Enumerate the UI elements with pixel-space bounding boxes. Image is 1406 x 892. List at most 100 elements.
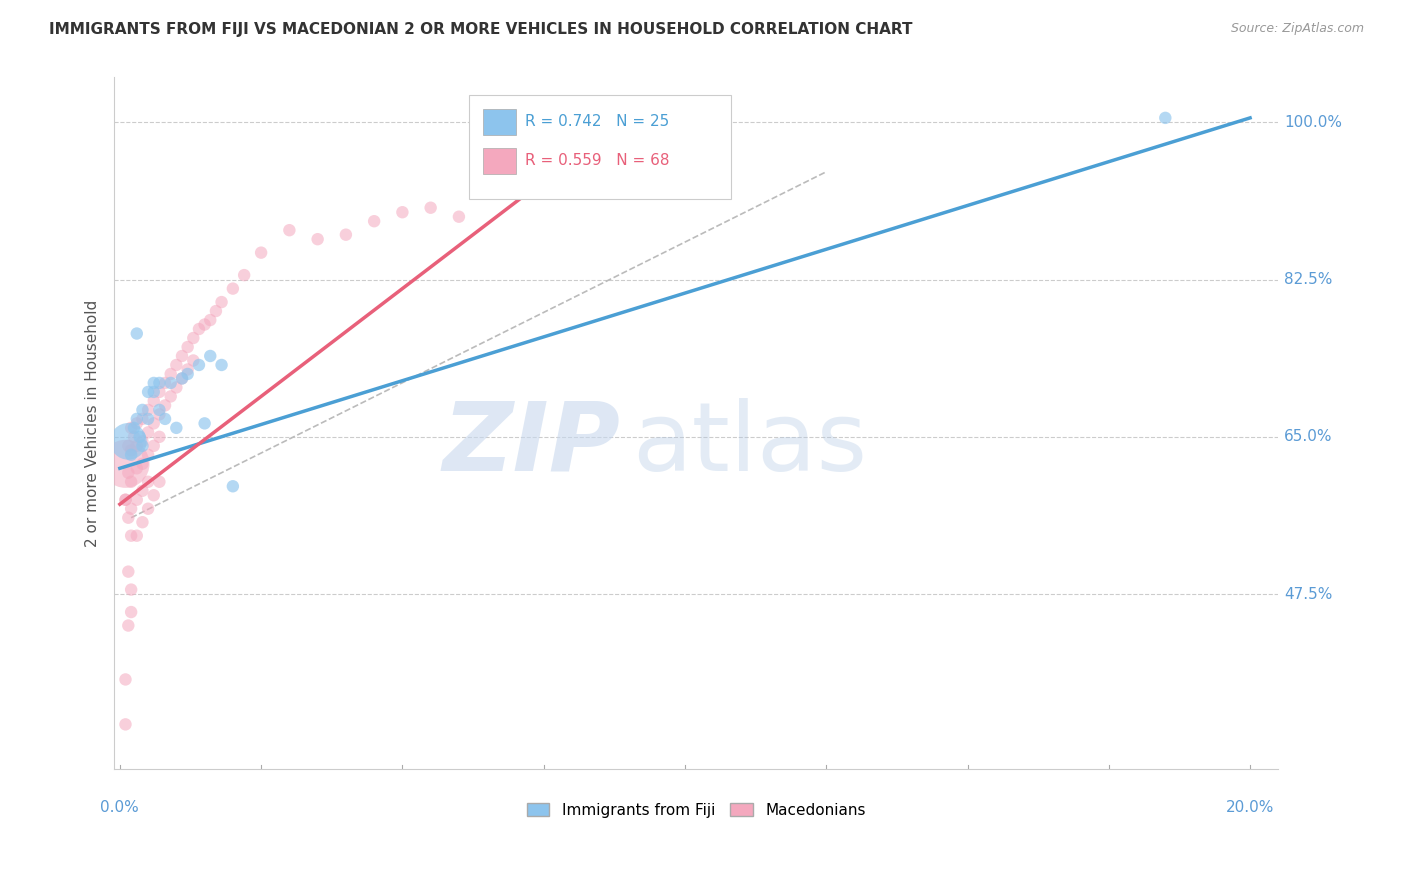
Point	[233, 268, 256, 282]
FancyBboxPatch shape	[470, 95, 731, 199]
Point	[148, 475, 170, 489]
Point	[120, 605, 142, 619]
Bar	[484, 148, 516, 174]
Point	[117, 618, 139, 632]
Legend: Immigrants from Fiji, Macedonians: Immigrants from Fiji, Macedonians	[520, 797, 872, 824]
Point	[131, 483, 153, 498]
Text: 20.0%: 20.0%	[1226, 800, 1274, 815]
Point	[170, 371, 193, 385]
Text: ZIP: ZIP	[443, 398, 620, 491]
Point	[117, 510, 139, 524]
Point	[170, 371, 193, 385]
Point	[120, 582, 142, 597]
Point	[120, 501, 142, 516]
Point	[117, 434, 139, 449]
Point	[120, 529, 142, 543]
Point	[176, 362, 198, 376]
Point	[307, 232, 329, 246]
Point	[142, 417, 165, 431]
Point	[142, 393, 165, 408]
Point	[142, 376, 165, 390]
Point	[114, 492, 136, 507]
Point	[278, 223, 301, 237]
Point	[131, 515, 153, 529]
Point	[117, 466, 139, 480]
Point	[120, 443, 142, 458]
Point	[136, 412, 159, 426]
Point	[125, 461, 148, 475]
Point	[125, 529, 148, 543]
Point	[148, 376, 170, 390]
Point	[117, 439, 139, 453]
Point	[205, 304, 228, 318]
Point	[335, 227, 357, 242]
Point	[194, 318, 217, 332]
Point	[211, 295, 233, 310]
Point	[131, 439, 153, 453]
Point	[165, 358, 187, 372]
Point	[114, 492, 136, 507]
Point	[122, 430, 145, 444]
Point	[391, 205, 413, 219]
Point	[188, 358, 211, 372]
Point	[222, 282, 245, 296]
Point	[142, 384, 165, 399]
Point	[194, 417, 217, 431]
Point	[222, 479, 245, 493]
Point	[136, 384, 159, 399]
Point	[136, 501, 159, 516]
Bar	[484, 109, 516, 135]
Point	[200, 349, 222, 363]
Point	[136, 403, 159, 417]
Text: IMMIGRANTS FROM FIJI VS MACEDONIAN 2 OR MORE VEHICLES IN HOUSEHOLD CORRELATION C: IMMIGRANTS FROM FIJI VS MACEDONIAN 2 OR …	[49, 22, 912, 37]
Point	[125, 412, 148, 426]
Point	[120, 475, 142, 489]
Point	[120, 421, 142, 435]
Point	[114, 457, 136, 471]
Point	[136, 475, 159, 489]
Point	[136, 425, 159, 440]
Text: R = 0.559   N = 68: R = 0.559 N = 68	[524, 153, 669, 168]
Point	[125, 492, 148, 507]
Point	[125, 326, 148, 341]
Point	[176, 340, 198, 354]
Text: R = 0.742   N = 25: R = 0.742 N = 25	[524, 113, 669, 128]
Point	[114, 673, 136, 687]
Text: atlas: atlas	[633, 398, 868, 491]
Text: 65.0%: 65.0%	[1284, 429, 1333, 444]
Point	[131, 412, 153, 426]
Point	[181, 331, 204, 345]
Point	[125, 439, 148, 453]
Point	[136, 448, 159, 462]
Point	[188, 322, 211, 336]
Point	[159, 376, 181, 390]
Point	[131, 434, 153, 449]
Point	[148, 403, 170, 417]
Point	[363, 214, 385, 228]
Point	[447, 210, 470, 224]
Point	[120, 448, 142, 462]
Point	[148, 430, 170, 444]
Point	[1154, 111, 1177, 125]
Text: 82.5%: 82.5%	[1284, 272, 1333, 287]
Point	[159, 389, 181, 403]
Text: 47.5%: 47.5%	[1284, 587, 1333, 601]
Point	[153, 376, 176, 390]
Point	[122, 421, 145, 435]
Point	[148, 384, 170, 399]
Text: Source: ZipAtlas.com: Source: ZipAtlas.com	[1230, 22, 1364, 36]
Point	[250, 245, 273, 260]
Point	[153, 398, 176, 412]
Point	[165, 380, 187, 394]
Point	[200, 313, 222, 327]
Point	[181, 353, 204, 368]
Text: 0.0%: 0.0%	[100, 800, 139, 815]
Point	[148, 408, 170, 422]
Point	[128, 430, 150, 444]
Y-axis label: 2 or more Vehicles in Household: 2 or more Vehicles in Household	[86, 300, 100, 547]
Point	[153, 412, 176, 426]
Text: 100.0%: 100.0%	[1284, 115, 1343, 130]
Point	[170, 349, 193, 363]
Point	[165, 421, 187, 435]
Point	[125, 417, 148, 431]
